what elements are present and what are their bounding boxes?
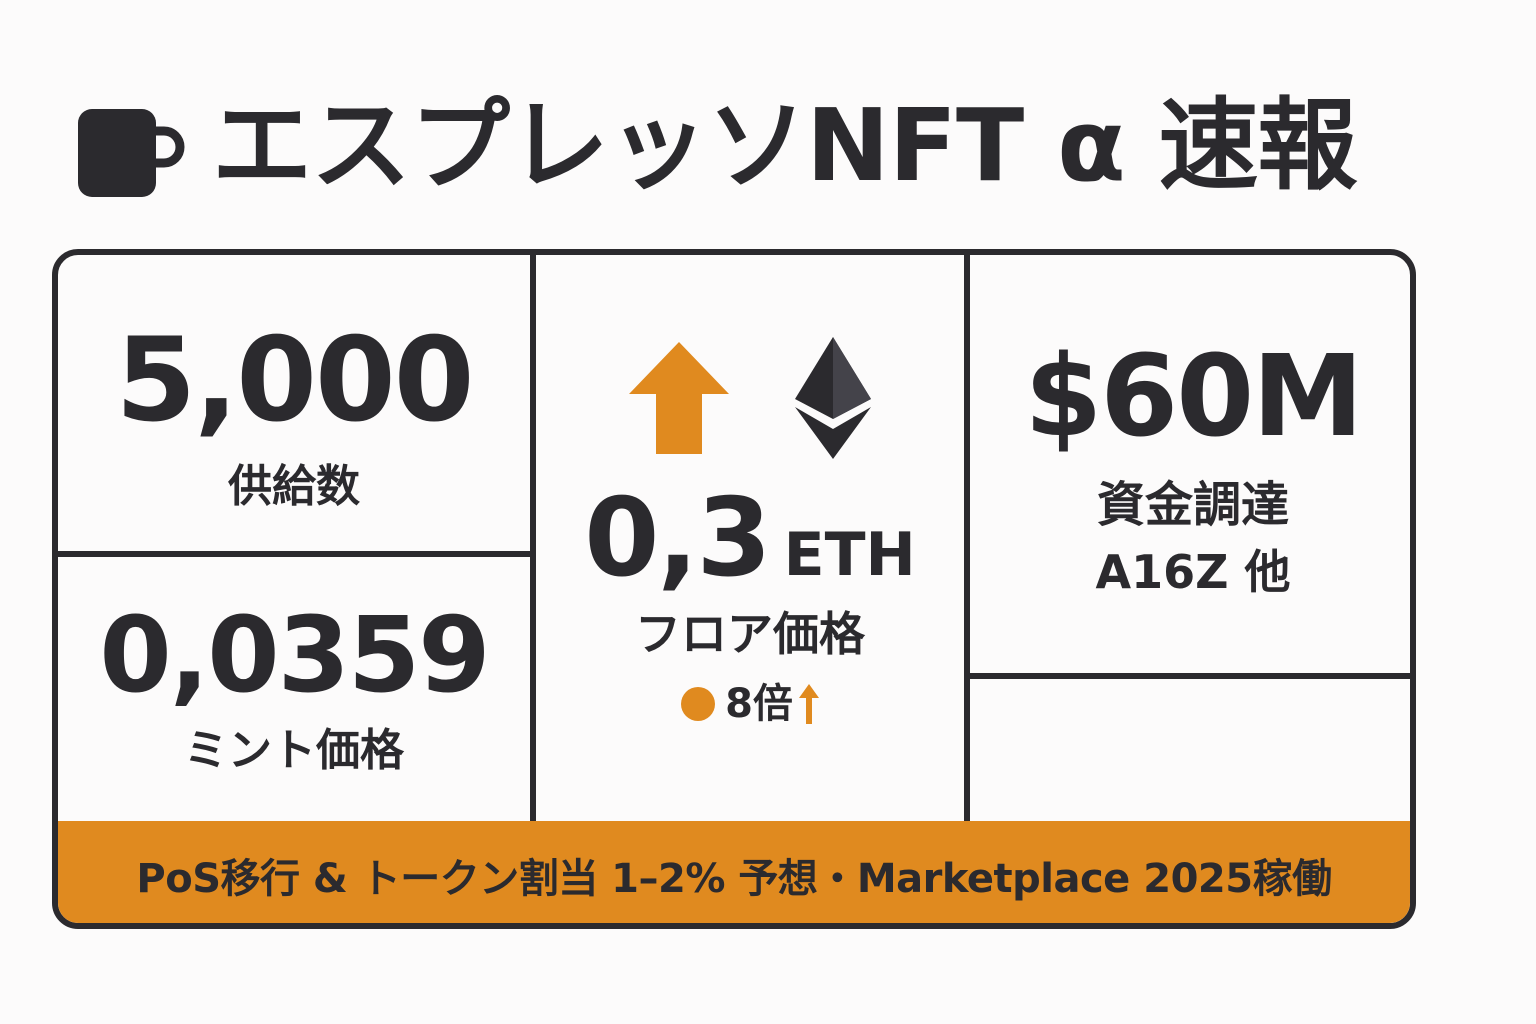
arrow-up-icon — [629, 342, 729, 454]
floor-icons — [629, 337, 871, 459]
divider — [530, 255, 536, 821]
coffee-cup-icon — [78, 109, 185, 197]
page-title: エスプレッソNFT α 速報 — [212, 87, 1358, 204]
funding-label: 資金調達 — [1096, 477, 1289, 533]
divider — [964, 255, 970, 821]
funding-cell: $60M 資金調達 A16Z 他 — [970, 255, 1410, 673]
header: エスプレッソNFT α 速報 — [78, 86, 1358, 206]
mint-price-value: 0,0359 — [99, 594, 490, 716]
floor-change-text: 8倍 — [725, 681, 793, 728]
empty-cell — [970, 679, 1410, 821]
floor-price-value: 0,3 — [584, 476, 771, 601]
summary-banner-text: PoS移行 & トークン割当 1–2% 予想・Marketplace 2025稼… — [136, 856, 1332, 902]
floor-price-row: 0,3 ETH — [584, 485, 915, 593]
supply-label: 供給数 — [228, 461, 360, 512]
funding-value: $60M — [1024, 332, 1363, 462]
floor-price-cell: 0,3 ETH フロア価格 8倍 — [536, 255, 964, 821]
summary-banner: PoS移行 & トークン割当 1–2% 予想・Marketplace 2025稼… — [58, 821, 1410, 923]
supply-cell: 5,000 供給数 — [58, 255, 530, 551]
mint-price-cell: 0,0359 ミント価格 — [58, 557, 530, 821]
dot-icon — [681, 687, 716, 722]
supply-value: 5,000 — [115, 313, 475, 448]
mint-price-label: ミント価格 — [184, 725, 404, 776]
ethereum-icon — [795, 337, 871, 459]
floor-change: 8倍 — [681, 680, 819, 728]
funding-investors: A16Z 他 — [1095, 544, 1291, 599]
small-arrow-up-icon — [798, 684, 819, 725]
floor-price-label: フロア価格 — [635, 607, 865, 661]
floor-price-unit: ETH — [783, 520, 916, 590]
divider — [58, 551, 530, 557]
divider — [970, 673, 1410, 679]
stats-board: 5,000 供給数 0,0359 ミント価格 0,3 ETH — [52, 249, 1416, 929]
